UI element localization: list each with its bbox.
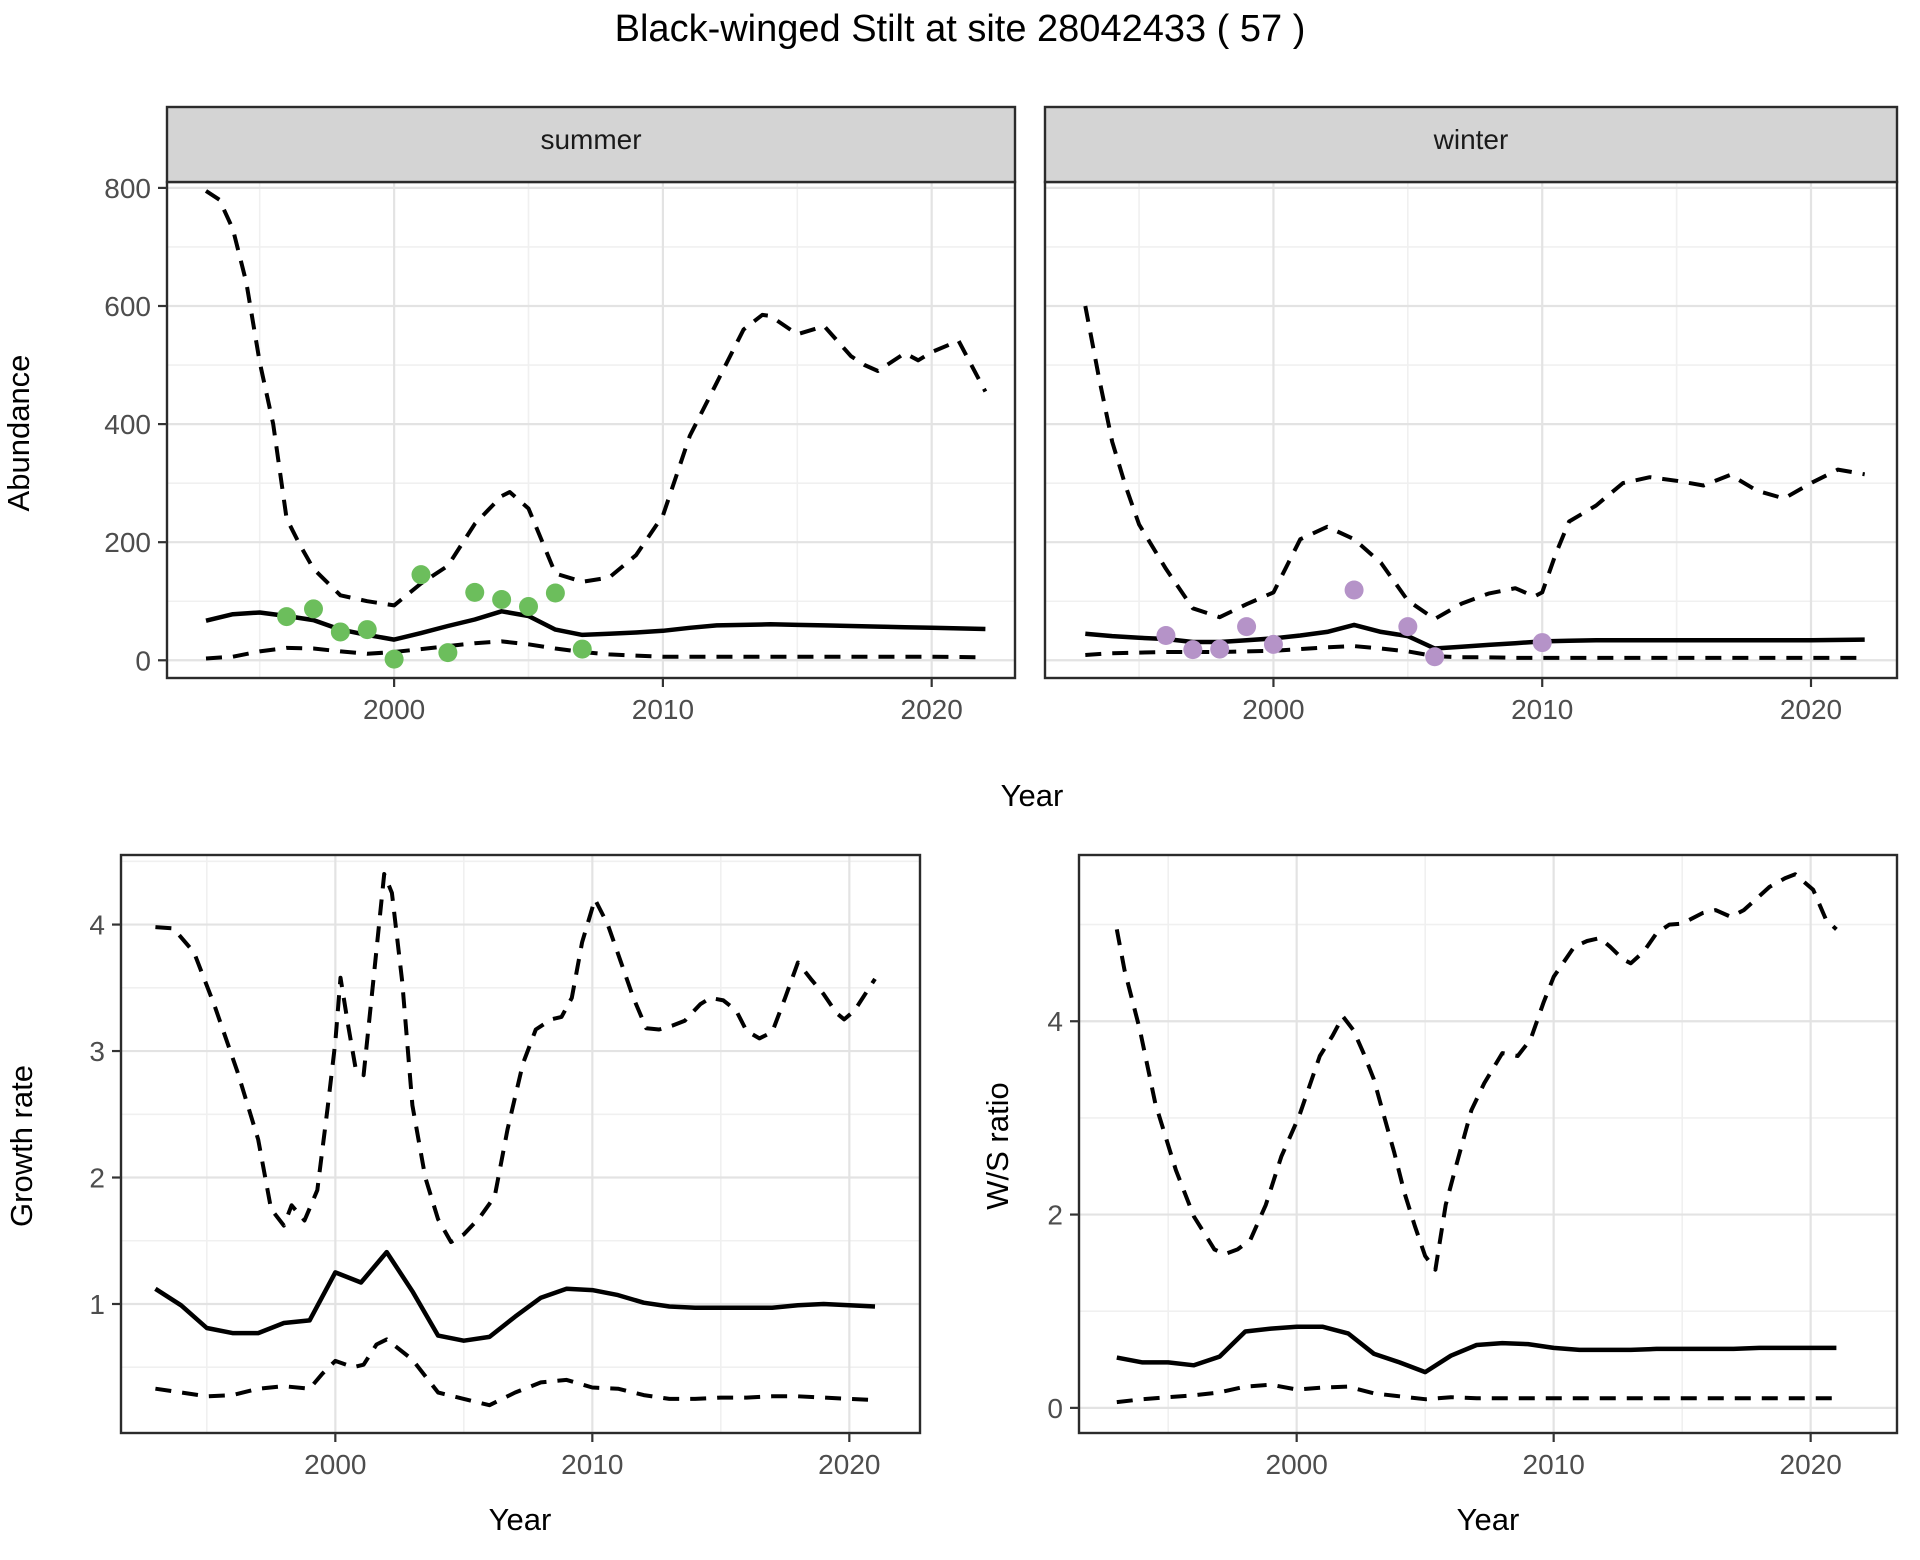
panel-background [167,182,1015,678]
x-tick-label: 2020 [818,1449,880,1480]
x-tick-label: 2000 [1242,694,1304,725]
y-tick-label: 0 [135,645,151,676]
data-point-winter [1398,617,1418,637]
panel-growth: 2000 2010 2020 1 2 3 4 [89,853,922,1480]
panel-background [121,855,920,1433]
y-tick-label: 800 [104,173,151,204]
data-point-winter [1156,625,1176,645]
y-axis-title-ws-ratio: W/S ratio [980,1082,1015,1210]
data-point-winter [1532,633,1552,653]
x-axis-title-year-ws: Year [1456,1502,1520,1537]
x-tick-label: 2000 [363,694,425,725]
x-tick-label: 2020 [1780,1449,1842,1480]
series-upper-ci [1114,872,1838,1272]
y-tick-label: 4 [89,910,105,941]
facet-strip-label-winter: winter [1433,124,1509,155]
x-tick-label: 2010 [561,1449,623,1480]
data-point-summer [384,649,404,669]
series-lower-ci [1116,1382,1837,1405]
y-axis-title-growth-rate: Growth rate [4,1065,39,1227]
panel-summer: 2000 2010 2020 0 200 400 600 800 [104,105,1017,725]
data-point-summer [330,622,350,642]
data-point-summer [465,582,485,602]
data-point-summer [303,599,323,619]
y-tick-label: 1 [89,1289,105,1320]
y-tick-label: 2 [1047,1200,1063,1231]
x-tick-label: 2010 [1523,1449,1585,1480]
data-point-summer [357,620,377,640]
data-point-summer [492,589,512,609]
data-point-winter [1425,647,1445,667]
y-tick-label: 600 [104,291,151,322]
panel-winter: 2000 2010 2020 [1043,105,1899,725]
data-point-summer [411,565,431,585]
data-point-winter [1210,639,1230,659]
y-tick-label: 3 [89,1036,105,1067]
x-tick-label: 2010 [1511,694,1573,725]
data-point-summer [519,597,539,617]
data-point-winter [1263,634,1283,654]
panel-background [1045,182,1897,678]
data-point-summer [572,639,592,659]
series-median [1116,1324,1837,1375]
panel-border [119,853,922,1435]
x-tick-label: 2000 [1266,1449,1328,1480]
y-tick-label: 4 [1047,1006,1063,1037]
y-tick-label: 0 [1047,1393,1063,1424]
series-lower-ci [205,639,986,661]
facet-strip-summer [165,105,1017,184]
y-tick-label: 2 [89,1163,105,1194]
series-upper-ci [155,872,877,1244]
series-upper-ci [1083,305,1866,621]
series-lower-ci [1085,644,1865,660]
x-tick-label: 2000 [304,1449,366,1480]
series-median [154,1249,876,1343]
x-tick-label: 2010 [632,694,694,725]
x-axis-title-year-top: Year [1000,778,1064,813]
y-tick-label: 400 [104,409,151,440]
x-tick-label: 2020 [901,694,963,725]
panel-ws: 2000 2010 2020 0 2 4 [1047,853,1899,1480]
x-axis-title-year-growth: Year [488,1502,552,1537]
data-point-winter [1183,640,1203,660]
y-tick-label: 200 [104,527,151,558]
data-point-summer [277,607,297,627]
data-point-winter [1237,617,1257,637]
data-point-summer [438,643,458,663]
data-point-winter [1344,580,1364,600]
series-upper-ci [204,189,988,608]
y-axis-title-abundance: Abundance [1,354,36,512]
page-title: Black-winged Stilt at site 28042433 ( 57… [614,8,1306,50]
panel-border [1077,853,1899,1435]
x-tick-label: 2020 [1780,694,1842,725]
panel-background [1079,855,1897,1433]
facet-strip-label-summer: summer [540,124,642,155]
facet-strip-winter [1043,105,1899,184]
data-point-summer [545,583,565,603]
